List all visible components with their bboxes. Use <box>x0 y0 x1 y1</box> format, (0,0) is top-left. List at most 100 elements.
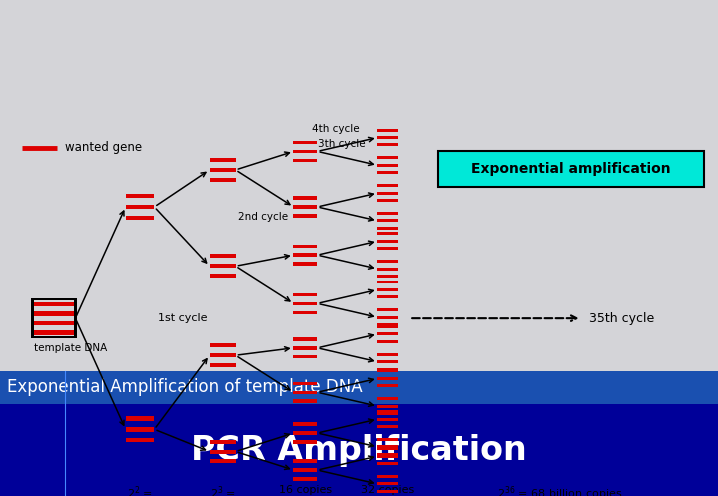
Bar <box>377 410 398 413</box>
Bar <box>210 178 236 182</box>
Bar <box>293 337 317 341</box>
Bar <box>377 267 398 270</box>
Bar <box>34 302 74 306</box>
Bar <box>377 483 398 486</box>
Bar <box>377 377 398 380</box>
Bar <box>377 275 398 278</box>
Bar <box>377 212 398 215</box>
Bar <box>293 253 317 257</box>
Bar <box>377 316 398 319</box>
Bar <box>293 423 317 426</box>
Bar <box>210 158 236 162</box>
Bar <box>31 298 77 338</box>
Bar <box>377 384 398 387</box>
Bar <box>377 260 398 263</box>
Bar <box>126 438 154 442</box>
Bar <box>293 245 317 248</box>
Bar <box>210 168 236 172</box>
Bar <box>377 332 398 335</box>
Bar <box>293 302 317 305</box>
Bar <box>377 462 398 465</box>
Bar <box>377 227 398 230</box>
Text: 16 copies: 16 copies <box>279 485 332 495</box>
Text: 2nd cycle: 2nd cycle <box>238 212 289 222</box>
Bar <box>210 363 236 367</box>
Text: 35th cycle: 35th cycle <box>589 311 654 325</box>
Text: 32 copies: 32 copies <box>361 485 414 495</box>
Bar <box>126 427 154 432</box>
Text: 3th cycle: 3th cycle <box>318 139 365 149</box>
Bar <box>377 219 398 222</box>
Bar <box>210 449 236 453</box>
Bar <box>377 453 398 456</box>
Bar <box>377 360 398 363</box>
Bar <box>377 199 398 202</box>
Bar <box>293 477 317 481</box>
Bar <box>34 330 74 334</box>
Bar <box>377 128 398 131</box>
Bar <box>34 300 74 336</box>
Text: $2^{36}$ = 68 billion copies: $2^{36}$ = 68 billion copies <box>498 485 623 496</box>
Bar <box>377 309 398 311</box>
Bar <box>210 353 236 357</box>
Text: Exponential Amplification of template DNA: Exponential Amplification of template DN… <box>7 378 363 396</box>
Bar <box>210 459 236 463</box>
Bar <box>377 232 398 235</box>
Bar <box>377 445 398 448</box>
Bar <box>293 310 317 314</box>
Bar <box>293 468 317 472</box>
Bar <box>34 320 74 325</box>
Bar <box>377 136 398 139</box>
Bar <box>293 214 317 218</box>
Bar <box>377 438 398 441</box>
Text: 4th cycle: 4th cycle <box>312 124 360 134</box>
Bar <box>377 143 398 146</box>
Bar <box>377 184 398 187</box>
Bar <box>377 171 398 174</box>
Bar <box>126 205 154 209</box>
Bar <box>0 404 718 496</box>
Bar <box>377 447 398 450</box>
Bar <box>377 191 398 194</box>
Bar <box>377 323 398 326</box>
FancyBboxPatch shape <box>438 151 704 187</box>
Bar <box>126 216 154 220</box>
Bar <box>293 459 317 463</box>
Bar <box>293 346 317 350</box>
Text: PCR Amplification: PCR Amplification <box>191 434 527 467</box>
Bar <box>377 353 398 356</box>
Bar <box>377 288 398 291</box>
Bar <box>293 432 317 435</box>
Bar <box>293 205 317 209</box>
Bar <box>293 390 317 394</box>
Bar <box>126 194 154 198</box>
Bar <box>377 425 398 428</box>
Bar <box>377 370 398 372</box>
Bar <box>293 150 317 153</box>
Text: $2^3$ =
8 copies: $2^3$ = 8 copies <box>200 485 246 496</box>
Bar <box>377 405 398 408</box>
Bar <box>377 475 398 478</box>
Bar <box>377 247 398 250</box>
Bar <box>293 141 317 144</box>
Bar <box>293 381 317 385</box>
Bar <box>377 490 398 493</box>
Bar <box>377 240 398 243</box>
Bar <box>377 296 398 299</box>
Bar <box>377 281 398 284</box>
Bar <box>210 439 236 443</box>
Text: Exponential amplification: Exponential amplification <box>471 162 671 176</box>
Bar <box>293 262 317 266</box>
Bar <box>377 340 398 343</box>
Bar <box>0 371 718 404</box>
Bar <box>34 311 74 315</box>
Text: $2^2$ =
4 copies: $2^2$ = 4 copies <box>117 485 163 496</box>
Bar <box>377 325 398 328</box>
Bar <box>377 156 398 159</box>
Bar <box>210 264 236 268</box>
Bar <box>377 368 398 371</box>
Bar <box>126 416 154 421</box>
Bar <box>293 196 317 200</box>
Bar <box>377 164 398 167</box>
Bar <box>377 397 398 400</box>
